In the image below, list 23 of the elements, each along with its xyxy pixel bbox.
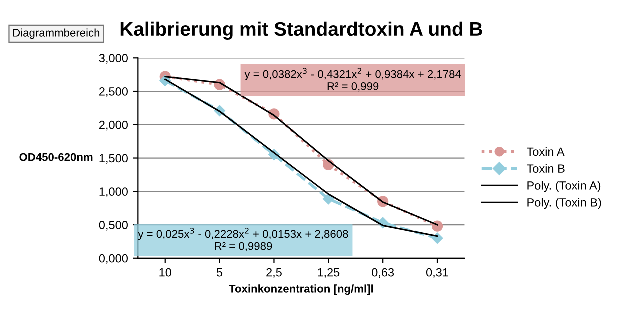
legend-label: Poly. (Toxin A) [528, 181, 601, 192]
text: Diagrammbereich [13, 28, 100, 40]
y-tick-label: 1,500 [100, 154, 128, 164]
x-tick-label: 0,31 [426, 268, 448, 278]
x-tick-label: 0,63 [372, 268, 394, 278]
x-tick-label: 2,5 [266, 268, 282, 278]
y-axis-title: OD450-620nm [20, 153, 93, 162]
y-tick-label: 3,000 [99, 54, 128, 64]
x-tick-label: 1,25 [318, 268, 340, 278]
annotation: y = 0,025x$^{3}$ - 0,2228x$^{2}$ + 0,0153x + 2,8608 R² = 0,9989 [138, 228, 348, 252]
y-tick-label: 2,000 [99, 120, 128, 131]
legend-label: Poly. (Toxin B) [528, 198, 602, 210]
x-tick-label: 5 [216, 268, 223, 277]
y-tick-label: 1,000 [100, 188, 128, 198]
y-tick-label: 0,500 [99, 221, 128, 231]
annotation: y = 0,0382x$^{3}$ - 0,4321x$^{2}$ + 0,9384x + 2,1784 R² = 0,999 [244, 68, 462, 92]
chart-title: Kalibrierung mit Standardtoxin A und B [120, 22, 482, 40]
legend-label: Toxin B [527, 164, 565, 174]
x-tick-label: 10 [160, 268, 172, 277]
legend-label: Toxin A [527, 147, 565, 156]
y-tick-label: 0,000 [99, 254, 128, 264]
y-tick-label: 2,500 [99, 88, 128, 98]
x-axis-title: Toxinkonzentration [ng/ml]l [229, 284, 374, 296]
